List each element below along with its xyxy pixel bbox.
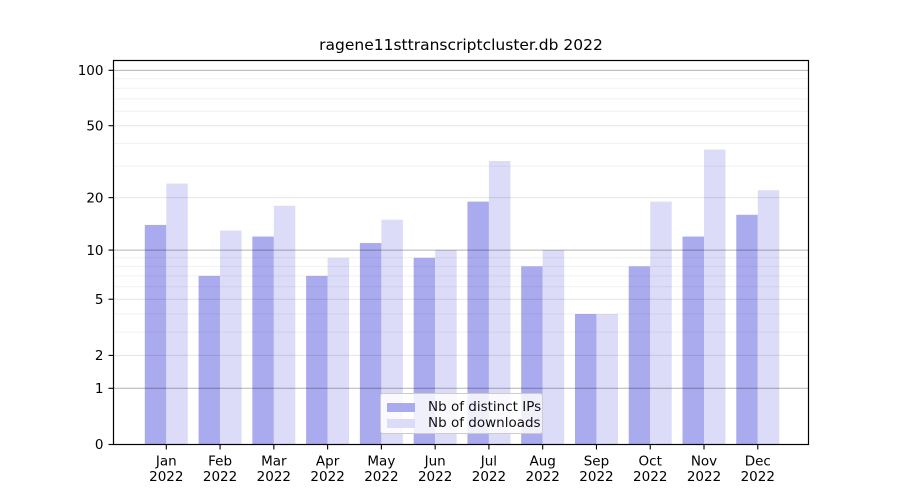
x-tick-label-month: Nov [691, 454, 717, 470]
x-tick-label-month: Oct [639, 454, 662, 470]
bar-jul-downloads [488, 161, 511, 445]
bar-aug-downloads [542, 250, 565, 445]
bar-jul-distinct-ips [467, 201, 489, 445]
y-tick-label-10: 10 [86, 243, 103, 259]
bar-dec-distinct-ips [736, 214, 758, 445]
bar-oct-downloads [650, 201, 672, 445]
legend-label-downloads: Nb of downloads [428, 415, 541, 431]
x-tick-label-month: Jan [155, 454, 177, 470]
x-tick-label-year: 2022 [526, 469, 560, 485]
bar-nov-downloads [704, 149, 726, 445]
bar-dec-downloads [757, 190, 780, 445]
bar-apr-distinct-ips [306, 275, 328, 445]
legend-item-downloads: Nb of downloads [387, 415, 541, 431]
legend-swatch-distinct-ips [387, 402, 415, 412]
bar-oct-distinct-ips [628, 266, 651, 445]
x-tick-label-month: May [367, 454, 395, 470]
bar-may-downloads [381, 219, 403, 445]
x-tick-label-year: 2022 [257, 469, 291, 485]
y-tick-label-0: 0 [95, 437, 104, 453]
bar-may-distinct-ips [359, 243, 382, 445]
x-tick-label-year: 2022 [203, 469, 237, 485]
x-tick-label-month: Feb [208, 454, 232, 470]
legend-swatch-downloads [387, 418, 415, 428]
y-tick-label-2: 2 [95, 348, 104, 364]
axes-frame [112, 59, 810, 446]
bar-mar-downloads [273, 205, 296, 445]
y-tick-label-1: 1 [95, 381, 104, 397]
x-tick-label-year: 2022 [472, 469, 506, 485]
legend-label-distinct-ips: Nb of distinct IPs [428, 399, 542, 415]
y-tick-label-50: 50 [86, 118, 103, 134]
x-tick-label-month: Mar [261, 454, 287, 470]
bar-feb-downloads [220, 230, 242, 445]
x-tick-label-year: 2022 [741, 469, 775, 485]
y-tick-label-20: 20 [86, 190, 103, 206]
x-tick-label-year: 2022 [579, 469, 613, 485]
x-tick-label-month: Jul [480, 454, 497, 470]
x-tick-label-month: Aug [530, 454, 556, 470]
bar-sep-downloads [596, 314, 618, 445]
bar-jan-downloads [166, 183, 188, 445]
x-tick-label-month: Dec [745, 454, 771, 470]
chart-title: ragene11sttranscriptcluster.db 2022 [319, 36, 603, 54]
x-tick-label-year: 2022 [418, 469, 452, 485]
bar-feb-distinct-ips [198, 275, 221, 445]
x-tick-label-year: 2022 [310, 469, 344, 485]
legend: Nb of distinct IPs Nb of downloads [380, 393, 543, 434]
bar-jan-distinct-ips [144, 224, 167, 445]
bar-mar-distinct-ips [252, 236, 274, 445]
x-tick-label-month: Sep [584, 454, 609, 470]
x-tick-label-month: Apr [316, 454, 340, 470]
bar-sep-distinct-ips [574, 314, 597, 445]
x-tick-label-year: 2022 [149, 469, 183, 485]
x-tick-label-year: 2022 [633, 469, 667, 485]
y-tick-label-100: 100 [78, 63, 104, 79]
y-tick-label-5: 5 [95, 292, 104, 308]
x-tick-label-year: 2022 [364, 469, 398, 485]
bar-apr-downloads [327, 257, 350, 445]
legend-item-distinct-ips: Nb of distinct IPs [387, 399, 541, 415]
bar-nov-distinct-ips [682, 236, 704, 445]
x-tick-label-month: Jun [424, 454, 446, 470]
x-tick-label-year: 2022 [687, 469, 721, 485]
